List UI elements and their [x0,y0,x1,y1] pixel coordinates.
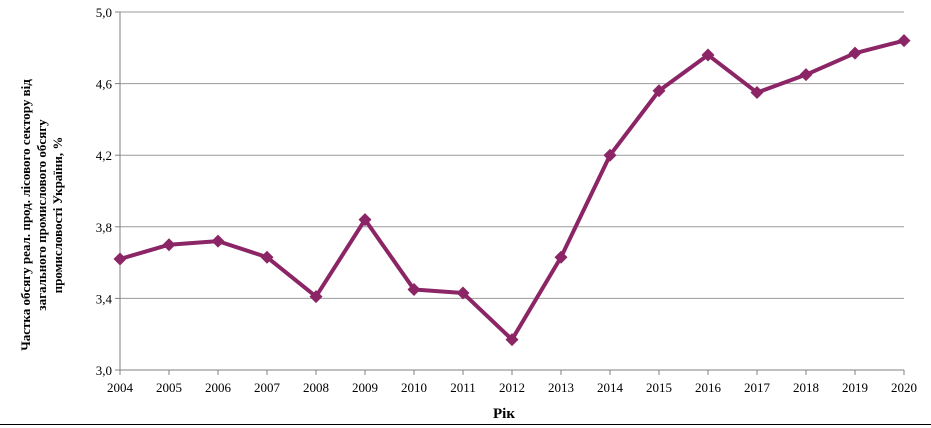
y-tick-labels: 3,0 3,4 3,8 4,2 4,6 5,0 [96,5,113,378]
x-tick-label: 2020 [891,380,917,395]
x-tick-label: 2004 [107,380,134,395]
x-tick-label: 2015 [646,380,672,395]
x-tick-label: 2011 [450,380,476,395]
x-tick-label: 2008 [303,380,329,395]
x-tick-label: 2007 [254,380,281,395]
y-axis-title-line-3: промисловості України, % [50,137,65,294]
data-point-marker [701,48,715,62]
data-point-marker [407,282,421,296]
x-tick-label: 2010 [401,380,427,395]
data-point-marker [309,290,323,304]
data-point-marker [260,250,274,264]
y-tick-label: 5,0 [96,5,112,20]
x-tick-label: 2017 [744,380,771,395]
gridlines [120,11,904,299]
data-point-marker [358,213,372,227]
axes [115,11,905,375]
frame-bottom-border [0,424,931,425]
y-tick-label: 3,4 [96,291,113,306]
x-tick-label: 2006 [205,380,232,395]
y-tick-label: 3,0 [96,363,112,378]
x-tick-label: 2019 [842,380,868,395]
series [113,34,911,347]
y-tick-label: 3,8 [96,220,112,235]
data-point-marker [750,86,764,100]
data-point-marker [652,84,666,98]
x-tick-label: 2014 [597,380,624,395]
x-tick-label: 2009 [352,380,378,395]
data-point-marker [554,250,568,264]
x-tick-label: 2016 [695,380,722,395]
y-axis-title: Частка обсягу реал. прод. лісового секто… [18,79,65,351]
data-point-marker [848,46,862,60]
data-point-marker [603,148,617,162]
data-point-marker [456,286,470,300]
data-point-marker [113,252,127,266]
data-point-marker [162,238,176,252]
x-tick-labels: 2004 2005 2006 2007 2008 2009 2010 2011 2012 2013… [107,380,917,395]
x-tick-label: 2018 [793,380,819,395]
x-axis-title: Рік [493,406,515,422]
x-tick-label: 2005 [156,380,182,395]
data-point-marker [799,68,813,82]
data-point-marker [897,34,911,48]
series-line [118,38,906,342]
x-tick-label: 2013 [548,380,574,395]
data-point-marker [211,234,225,248]
y-axis-title-line-2: загального промислового обсягу [34,119,49,311]
data-point-marker [505,333,519,347]
y-axis-title-line-1: Частка обсягу реал. прод. лісового секто… [18,79,33,351]
y-tick-label: 4,6 [96,77,113,92]
x-tick-label: 2012 [499,380,525,395]
y-tick-label: 4,2 [96,148,112,163]
